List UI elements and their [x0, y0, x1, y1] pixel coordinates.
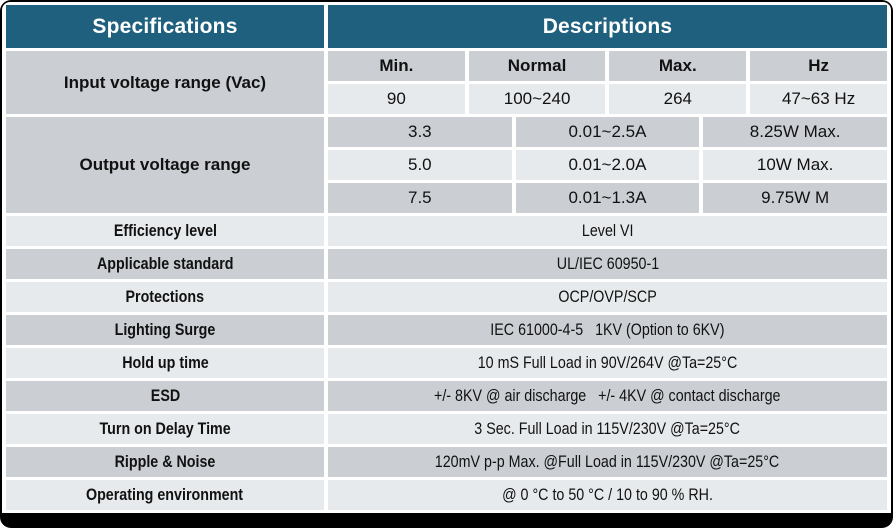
desc-value-esd: +/- 8KV @ air discharge +/- 4KV @ contac…: [328, 381, 887, 411]
spec-label-ripple-noise: Ripple & Noise: [6, 447, 324, 477]
descriptions-header: Descriptions: [328, 5, 887, 48]
desc-value-lighting-surge: IEC 61000-4-5 1KV (Option to 6KV): [328, 315, 887, 345]
spec-label-input-voltage: Input voltage range (Vac): [6, 51, 324, 114]
row-esd: ESD +/- 8KV @ air discharge +/- 4KV @ co…: [6, 381, 887, 411]
spec-label-lighting-surge: Lighting Surge: [6, 315, 324, 345]
value-normal: 100~240: [468, 84, 606, 114]
spec-label-hold-up-time: Hold up time: [6, 348, 324, 378]
value-min: 90: [328, 84, 465, 114]
spec-label-operating-environment: Operating environment: [6, 480, 324, 510]
specifications-header: Specifications: [6, 5, 324, 48]
desc-value-efficiency-level: Level VI: [328, 216, 887, 246]
output-power-2: 10W Max.: [703, 150, 887, 180]
value-max: 264: [609, 84, 747, 114]
output-current-2: 0.01~2.0A: [515, 150, 700, 180]
spec-label-output-voltage: Output voltage range: [6, 117, 324, 213]
col-header-normal: Normal: [468, 51, 606, 81]
spec-label-esd: ESD: [6, 381, 324, 411]
desc-value-protections: OCP/OVP/SCP: [328, 282, 887, 312]
output-voltage-row-1: Output voltage range 3.3 0.01~2.5A 8.25W…: [6, 117, 887, 213]
row-ripple-noise: Ripple & Noise 120mV p-p Max. @Full Load…: [6, 447, 887, 477]
table-header-row: Specifications Descriptions: [6, 5, 887, 48]
spec-label-protections: Protections: [6, 282, 324, 312]
output-power-1: 8.25W Max.: [703, 117, 887, 147]
value-hz: 47~63 Hz: [750, 84, 887, 114]
row-protections: Protections OCP/OVP/SCP: [6, 282, 887, 312]
output-voltage-row-2: 5.0 0.01~2.0A 10W Max.: [6, 150, 887, 180]
output-volt-1: 3.3: [328, 117, 512, 147]
desc-value-operating-environment: @ 0 °C to 50 °C / 10 to 90 % RH.: [328, 480, 887, 510]
desc-value-turn-on-delay: 3 Sec. Full Load in 115V/230V @Ta=25°C: [328, 414, 887, 444]
row-turn-on-delay: Turn on Delay Time 3 Sec. Full Load in 1…: [6, 414, 887, 444]
spec-label-turn-on-delay: Turn on Delay Time: [6, 414, 324, 444]
input-voltage-values-row: 90 100~240 264 47~63 Hz: [6, 84, 887, 114]
spec-sheet: Specifications Descriptions Input voltag…: [2, 2, 891, 513]
row-applicable-standard: Applicable standard UL/IEC 60950-1: [6, 249, 887, 279]
output-power-3: 9.75W M: [703, 183, 887, 213]
row-operating-environment: Operating environment @ 0 °C to 50 °C / …: [6, 480, 887, 510]
desc-value-hold-up-time: 10 mS Full Load in 90V/264V @Ta=25°C: [328, 348, 887, 378]
spec-label-applicable-standard: Applicable standard: [6, 249, 324, 279]
col-header-max: Max.: [609, 51, 747, 81]
row-efficiency-level: Efficiency level Level VI: [6, 216, 887, 246]
row-hold-up-time: Hold up time 10 mS Full Load in 90V/264V…: [6, 348, 887, 378]
output-current-3: 0.01~1.3A: [515, 183, 700, 213]
row-lighting-surge: Lighting Surge IEC 61000-4-5 1KV (Option…: [6, 315, 887, 345]
output-volt-3: 7.5: [328, 183, 512, 213]
spec-label-efficiency-level: Efficiency level: [6, 216, 324, 246]
output-voltage-row-3: 7.5 0.01~1.3A 9.75W M: [6, 183, 887, 213]
output-current-1: 0.01~2.5A: [515, 117, 700, 147]
specifications-table: Specifications Descriptions Input voltag…: [2, 2, 891, 513]
output-volt-2: 5.0: [328, 150, 512, 180]
desc-value-ripple-noise: 120mV p-p Max. @Full Load in 115V/230V @…: [328, 447, 887, 477]
col-header-min: Min.: [328, 51, 465, 81]
col-header-hz: Hz: [750, 51, 887, 81]
input-voltage-subheader-row: Input voltage range (Vac) Min. Normal Ma…: [6, 51, 887, 114]
desc-value-applicable-standard: UL/IEC 60950-1: [328, 249, 887, 279]
